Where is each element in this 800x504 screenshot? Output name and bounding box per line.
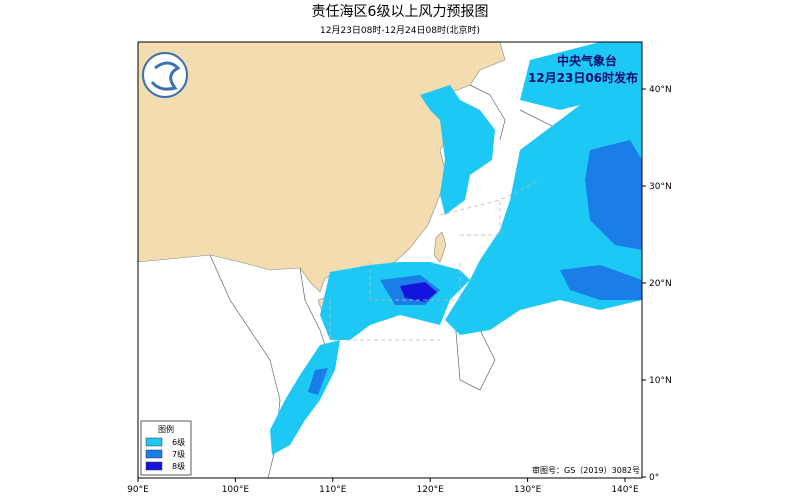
legend-swatch: [145, 437, 163, 447]
legend: 图例 6级 7级 8级: [140, 420, 192, 476]
issuer: 中央气象台: [557, 53, 617, 68]
subtitle: 12月23日08时-12月24日08时(北京时): [320, 24, 480, 36]
legend-swatch: [145, 449, 163, 459]
lat-tick-label: 10°N: [649, 376, 672, 386]
title: 责任海区6级以上风力预报图: [312, 4, 489, 20]
lon-tick-label: 130°E: [514, 485, 542, 495]
map-frame: [137, 41, 643, 479]
legend-label: 6级: [172, 437, 185, 447]
lat-tick-label: 0°: [649, 473, 659, 483]
issue-time: 12月23日06时发布: [528, 70, 638, 85]
legend-label: 8级: [172, 461, 185, 471]
lat-tick-label: 30°N: [649, 182, 672, 192]
lat-tick-label: 20°N: [649, 279, 672, 289]
legend-swatch: [145, 461, 163, 471]
lat-tick-label: 40°N: [649, 85, 672, 95]
review-number: 审图号：GS（2019）3082号: [532, 465, 640, 475]
lon-tick-label: 100°E: [222, 485, 250, 495]
lon-tick-label: 140°E: [611, 485, 639, 495]
legend-title: 图例: [158, 424, 174, 434]
lon-tick-label: 110°E: [319, 485, 347, 495]
legend-label: 7级: [172, 449, 185, 459]
wind-level-8: [400, 282, 437, 302]
lon-tick-label: 120°E: [417, 485, 445, 495]
lon-tick-label: 90°E: [127, 485, 149, 495]
map-area: [138, 42, 642, 478]
